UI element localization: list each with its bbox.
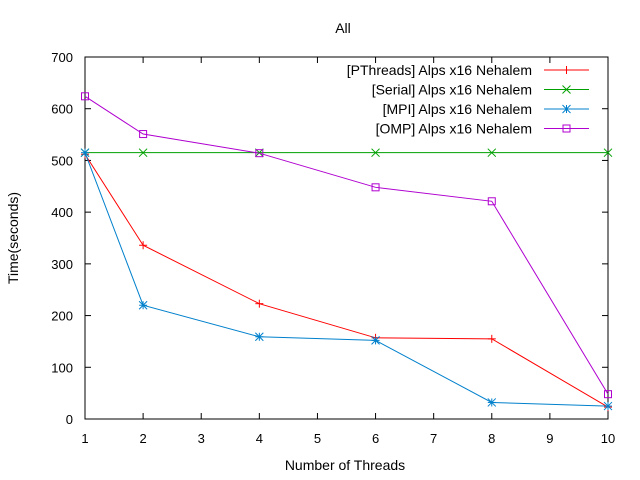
marker-stroke [138, 300, 148, 310]
y-tick-label: 0 [66, 412, 73, 427]
marker-stroke [562, 124, 571, 133]
x-tick-label: 7 [430, 431, 437, 446]
x-tick-label: 5 [314, 431, 321, 446]
marker-stroke [562, 104, 571, 114]
series-3-point [80, 148, 90, 158]
y-tick-label: 100 [51, 360, 73, 375]
y-tick-label: 300 [51, 257, 73, 272]
x-tick-label: 3 [198, 431, 205, 446]
chart-title: All [335, 20, 351, 36]
y-axis-title: Time(seconds) [5, 192, 21, 284]
x-axis-title: Number of Threads [285, 457, 405, 473]
y-tick-label: 700 [51, 50, 73, 65]
series-2-point [138, 148, 148, 158]
series-1-point [487, 334, 496, 343]
series-3-point [254, 332, 264, 342]
series-3-point [371, 336, 380, 345]
series-3-line [84, 152, 609, 407]
marker-stroke [80, 148, 90, 158]
series-3 [80, 148, 613, 411]
legend: [PThreads] Alps x16 Nehalem [Serial] Alps… [347, 62, 589, 137]
series-4-point [604, 390, 612, 399]
series-2-point [603, 148, 613, 158]
x-tick-label: 9 [546, 431, 553, 446]
marker-stroke [603, 401, 613, 411]
legend-label: [PThreads] Alps x16 Nehalem [347, 62, 532, 78]
x-tick-label: 6 [372, 431, 379, 446]
plot-area-frame [84, 56, 609, 420]
marker-stroke [81, 92, 89, 101]
x-tick-label: 8 [488, 431, 495, 446]
series-layer [80, 92, 613, 412]
marker-stroke [487, 398, 497, 407]
series-4-line [84, 95, 609, 395]
series-4-point [81, 92, 89, 101]
series-4-point [139, 130, 148, 139]
marker-stroke [254, 332, 264, 342]
y-tick-label: 500 [51, 153, 73, 168]
series-4-point [487, 197, 496, 206]
marker-stroke [139, 130, 148, 139]
marker-stroke [138, 148, 148, 158]
legend-label: [OMP] Alps x16 Nehalem [376, 121, 532, 137]
marker-stroke [255, 149, 264, 158]
marker-stroke [603, 148, 613, 158]
x-tick-label: 1 [81, 431, 88, 446]
legend-label: [Serial] Alps x16 Nehalem [372, 82, 532, 98]
marker-stroke [487, 148, 497, 158]
marker-stroke [371, 148, 380, 158]
y-tick-label: 400 [51, 205, 73, 220]
series-4 [81, 92, 612, 399]
legend-label: [MPI] Alps x16 Nehalem [383, 101, 532, 117]
marker-stroke [371, 183, 380, 192]
series-3-point [487, 398, 497, 407]
series-3-point [138, 300, 148, 310]
series-4-point [255, 149, 264, 158]
marker-stroke [604, 390, 612, 399]
series-1-point [139, 241, 148, 250]
marker-stroke [562, 85, 571, 94]
x-tick-label: 2 [139, 431, 146, 446]
x-tick-label: 10 [601, 431, 615, 446]
x-tick-label: 4 [256, 431, 263, 446]
series-4-point [371, 183, 380, 192]
series-1-line [84, 153, 609, 408]
series-2-point [371, 148, 380, 158]
series-3-point [603, 401, 613, 411]
series-1-point [255, 299, 264, 308]
marker-stroke [487, 197, 496, 206]
y-tick-label: 600 [51, 102, 73, 117]
marker-stroke [371, 336, 380, 345]
legend-marker [562, 104, 571, 114]
series-2 [80, 148, 613, 158]
series-2-point [487, 148, 497, 158]
legend-marker [562, 124, 571, 133]
y-tick-label: 200 [51, 309, 73, 324]
series-1 [81, 150, 612, 412]
legend-marker [562, 85, 571, 94]
legend-marker [562, 66, 571, 74]
